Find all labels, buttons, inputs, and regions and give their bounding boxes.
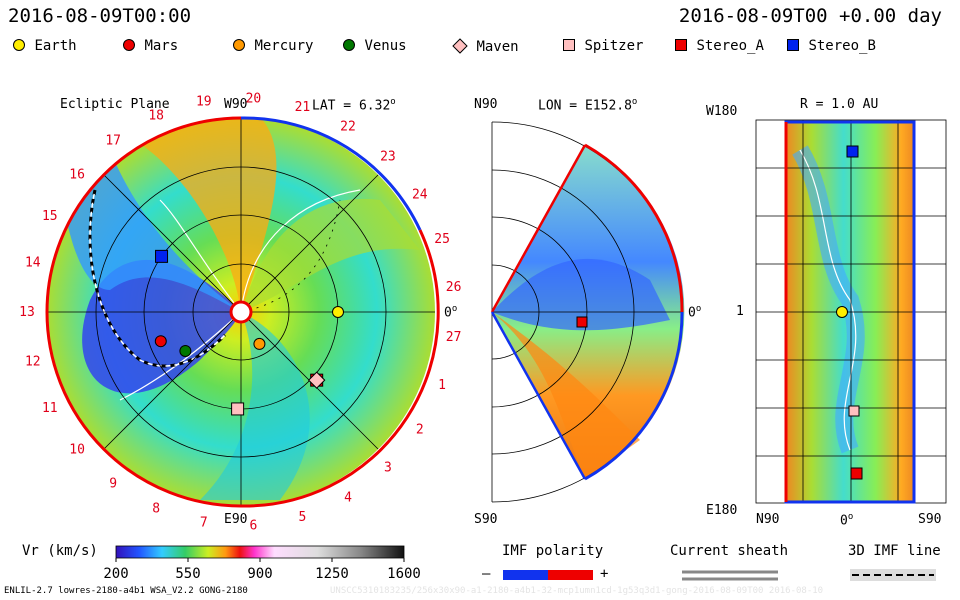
stereo-b-marker [155, 249, 169, 263]
meridional-top-label: N90 [474, 97, 498, 112]
legend-maven: Maven [452, 38, 519, 55]
rotation-label: 12 [25, 354, 41, 369]
radial-bottom-label: E180 [706, 503, 738, 518]
rotation-label: 26 [446, 280, 462, 295]
colorbar-tick-label: 550 [175, 566, 200, 582]
imf-plus: + [600, 566, 609, 582]
earth-radial-marker [836, 306, 848, 318]
mars-marker [154, 335, 167, 348]
legend-stereo-a: Stereo_A [674, 38, 764, 54]
rotation-label: 7 [200, 516, 208, 531]
radial-mid-label: 1 [736, 304, 744, 319]
velocity-colorbar: 200 550 900 1250 1600 [103, 545, 421, 582]
meridional-bottom-label: S90 [474, 512, 498, 527]
venus-marker [179, 344, 192, 357]
radial-x-right: S90 [918, 512, 942, 527]
radial-top-label: W180 [706, 104, 738, 119]
imf-polarity-title: IMF polarity [502, 543, 604, 559]
ecliptic-top-label: W90 [224, 97, 248, 112]
legend-earth: Earth [12, 38, 77, 54]
legend-stereo-b: Stereo_B [786, 38, 876, 54]
rotation-label: 4 [344, 490, 352, 505]
colorbar-tick-label: 1600 [387, 566, 421, 582]
rotation-label: 20 [246, 91, 262, 106]
colorbar-tick-label: 900 [247, 566, 272, 582]
ecliptic-bottom-label: E90 [224, 512, 248, 527]
meridional-lon: LON = E152.8o [538, 97, 638, 114]
rotation-label: 17 [105, 133, 121, 148]
timestamp-right: 2016-08-09T00 +0.00 day [678, 5, 942, 27]
stereo-a-meridional-marker [576, 316, 588, 328]
radial-x-mid: 0o [840, 512, 854, 529]
rotation-label: 16 [69, 167, 85, 182]
rotation-label: 14 [25, 256, 41, 271]
rotation-label: 5 [298, 510, 306, 525]
stereo-b-radial-marker [846, 145, 859, 158]
ecliptic-lat: LAT = 6.32o [312, 97, 396, 114]
run-info: UNSCC5310183235/256x30x90-a1-2180-a4b1-3… [330, 586, 824, 596]
rotation-label: 21 [295, 100, 311, 115]
current-sheath-title: Current sheath [670, 543, 789, 559]
stereo-b-icon [787, 39, 799, 51]
rotation-label: 25 [434, 232, 450, 247]
model-info: ENLIL-2.7 lowres-2180-a4b1 WSA_V2.2 GONG… [4, 586, 248, 596]
earth-marker [332, 306, 344, 318]
rotation-label: 24 [412, 187, 428, 202]
maven-icon [452, 38, 468, 54]
mercury-icon [233, 39, 245, 51]
mercury-marker [253, 337, 266, 350]
rotation-label: 9 [109, 477, 117, 492]
ecliptic-title: Ecliptic Plane [60, 97, 170, 112]
meridional-right-label: 0o [688, 304, 702, 321]
venus-icon [343, 39, 355, 51]
spitzer-marker [231, 402, 245, 416]
imf-minus: – [482, 566, 491, 582]
rotation-label: 10 [69, 443, 85, 458]
rotation-label: 3 [384, 461, 392, 476]
legend-mars: Mars [122, 38, 178, 54]
rotation-label: 2 [416, 423, 424, 438]
imf-3d-line-icon [850, 569, 936, 581]
rotation-label: 18 [148, 109, 164, 124]
rotation-label: 23 [380, 149, 396, 164]
colorbar-tick-label: 1250 [315, 566, 349, 582]
radial-title: R = 1.0 AU [800, 97, 879, 112]
spitzer-icon [563, 39, 575, 51]
rotation-label: 13 [19, 305, 35, 320]
fast-wind-spiral [82, 259, 241, 394]
radial-x-left: N90 [756, 512, 780, 527]
mars-icon [123, 39, 135, 51]
spitzer-radial-marker [848, 405, 860, 417]
rotation-label: 22 [340, 120, 356, 135]
colorbar-tick-label: 200 [103, 566, 128, 582]
rotation-label: 19 [196, 94, 212, 109]
radial-panel [755, 119, 947, 504]
rotation-label: 27 [446, 330, 462, 345]
stereo-a-icon [675, 39, 687, 51]
rotation-label: 6 [249, 519, 257, 534]
maven-marker [307, 371, 326, 389]
timestamp-left: 2016-08-09T00:00 [8, 5, 192, 27]
rotation-label: 8 [152, 502, 160, 517]
legend-venus: Venus [342, 38, 407, 54]
stereo-a-radial-marker [850, 467, 863, 480]
rotation-label: 11 [42, 401, 58, 416]
rotation-label: 1 [438, 378, 446, 393]
legend-mercury: Mercury [232, 38, 313, 54]
ecliptic-right-label: 0o [444, 304, 458, 321]
earth-icon [13, 39, 25, 51]
bodies-legend: Earth Mars Mercury Venus Maven Spitzer S… [0, 38, 960, 60]
imf-3d-title: 3D IMF line [848, 543, 941, 559]
ecliptic-panel: 19 20212223242526271234567891011121314151… [19, 91, 461, 533]
legend-spitzer: Spitzer [562, 38, 643, 54]
imf-polarity-bar [503, 570, 593, 580]
sun-marker [229, 300, 253, 324]
current-sheath-icon [682, 570, 778, 581]
colorbar-label: Vr (km/s) [22, 543, 98, 559]
meridional-panel [490, 121, 685, 503]
rotation-label: 15 [42, 209, 58, 224]
